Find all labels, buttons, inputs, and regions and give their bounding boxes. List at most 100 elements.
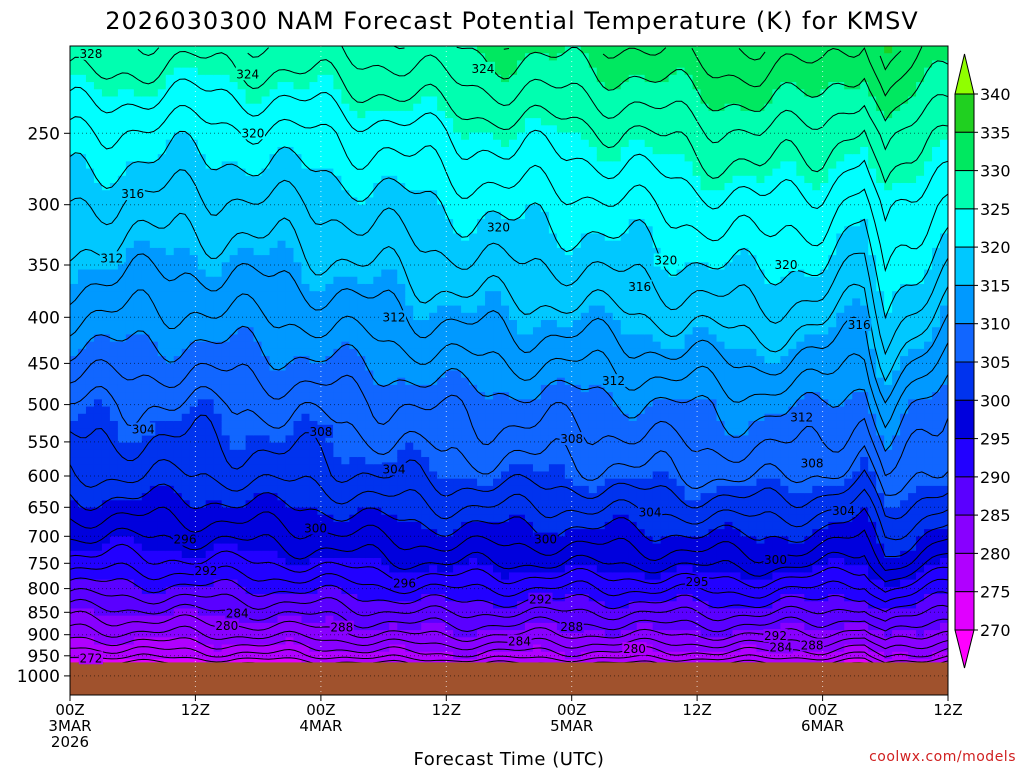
fill-cell: [133, 283, 143, 292]
fill-cell: [181, 103, 191, 112]
fill-cell: [157, 110, 167, 119]
fill-cell: [357, 67, 366, 76]
fill-cell: [237, 110, 247, 119]
fill-cell: [205, 110, 215, 119]
fill-cell: [157, 118, 167, 126]
fill-cell: [341, 406, 350, 415]
fill-cell: [421, 442, 430, 451]
fill-cell: [85, 320, 95, 328]
fill-cell: [181, 579, 191, 588]
fill-cell: [237, 536, 247, 545]
fill-cell: [277, 464, 287, 473]
fill-cell: [421, 392, 430, 400]
fill-cell: [213, 457, 223, 465]
fill-cell: [117, 572, 127, 581]
fill-cell: [253, 118, 263, 126]
fill-cell: [429, 356, 438, 364]
fill-cell: [357, 305, 366, 314]
fill-cell: [229, 46, 239, 54]
fill-cell: [109, 103, 119, 112]
fill-cell: [421, 334, 430, 343]
fill-cell: [293, 514, 303, 523]
fill-cell: [325, 630, 334, 638]
fill-cell: [301, 594, 311, 602]
fill-cell: [333, 60, 342, 69]
fill-cell: [413, 550, 422, 559]
fill-cell: [141, 226, 151, 235]
fill-cell: [397, 370, 406, 379]
fill-cell: [197, 175, 207, 184]
fill-cell: [70, 226, 79, 235]
fill-cell: [197, 384, 207, 393]
fill-cell: [373, 226, 382, 235]
fill-cell: [125, 464, 135, 473]
fill-cell: [269, 341, 279, 350]
fill-cell: [197, 341, 207, 350]
fill-cell: [197, 622, 207, 631]
fill-cell: [389, 493, 398, 501]
fill-cell: [173, 154, 183, 162]
fill-cell: [317, 82, 327, 90]
fill-cell: [165, 521, 175, 530]
fill-cell: [77, 269, 87, 278]
fill-cell: [397, 96, 406, 105]
fill-cell: [381, 276, 390, 285]
fill-cell: [141, 543, 151, 552]
fill-cell: [493, 356, 502, 364]
fill-cell: [253, 586, 263, 595]
fill-cell: [445, 572, 454, 581]
fill-cell: [213, 154, 223, 162]
fill-cell: [205, 334, 215, 343]
fill-cell: [133, 493, 143, 501]
fill-cell: [357, 283, 366, 292]
fill-cell: [429, 348, 438, 357]
fill-cell: [405, 651, 414, 660]
fill-cell: [349, 478, 358, 487]
fill-cell: [445, 449, 454, 458]
fill-cell: [429, 428, 438, 436]
fill-cell: [453, 442, 462, 451]
fill-cell: [469, 370, 478, 379]
fill-cell: [453, 514, 462, 523]
fill-cell: [85, 211, 95, 220]
fill-cell: [93, 283, 103, 292]
fill-cell: [469, 550, 478, 559]
fill-cell: [141, 507, 151, 516]
fill-cell: [189, 96, 199, 105]
fill-cell: [341, 226, 350, 235]
fill-cell: [341, 190, 350, 199]
fill-cell: [429, 118, 438, 126]
fill-cell: [197, 240, 207, 249]
fill-cell: [413, 586, 422, 595]
fill-cell: [93, 435, 103, 444]
fill-cell: [301, 312, 311, 321]
fill-cell: [125, 442, 135, 451]
fill-cell: [117, 622, 127, 631]
fill-cell: [93, 449, 103, 458]
fill-cell: [445, 464, 454, 473]
fill-cell: [173, 637, 183, 646]
fill-cell: [70, 406, 79, 415]
fill-cell: [349, 341, 358, 350]
fill-cell: [325, 190, 334, 199]
fill-cell: [101, 240, 111, 249]
fill-cell: [141, 348, 151, 357]
fill-cell: [333, 118, 342, 126]
fill-cell: [70, 276, 79, 285]
fill-cell: [301, 500, 311, 509]
fill-cell: [349, 291, 358, 299]
fill-cell: [285, 60, 295, 69]
fill-cell: [93, 60, 103, 69]
fill-cell: [445, 435, 454, 444]
fill-cell: [117, 637, 127, 646]
fill-cell: [357, 341, 366, 350]
fill-cell: [301, 240, 311, 249]
fill-cell: [117, 341, 127, 350]
fill-cell: [373, 255, 382, 263]
fill-cell: [205, 103, 215, 112]
fill-cell: [485, 644, 494, 653]
fill-cell: [189, 500, 199, 509]
fill-cell: [189, 320, 199, 328]
fill-cell: [173, 550, 183, 559]
fill-cell: [397, 146, 406, 155]
